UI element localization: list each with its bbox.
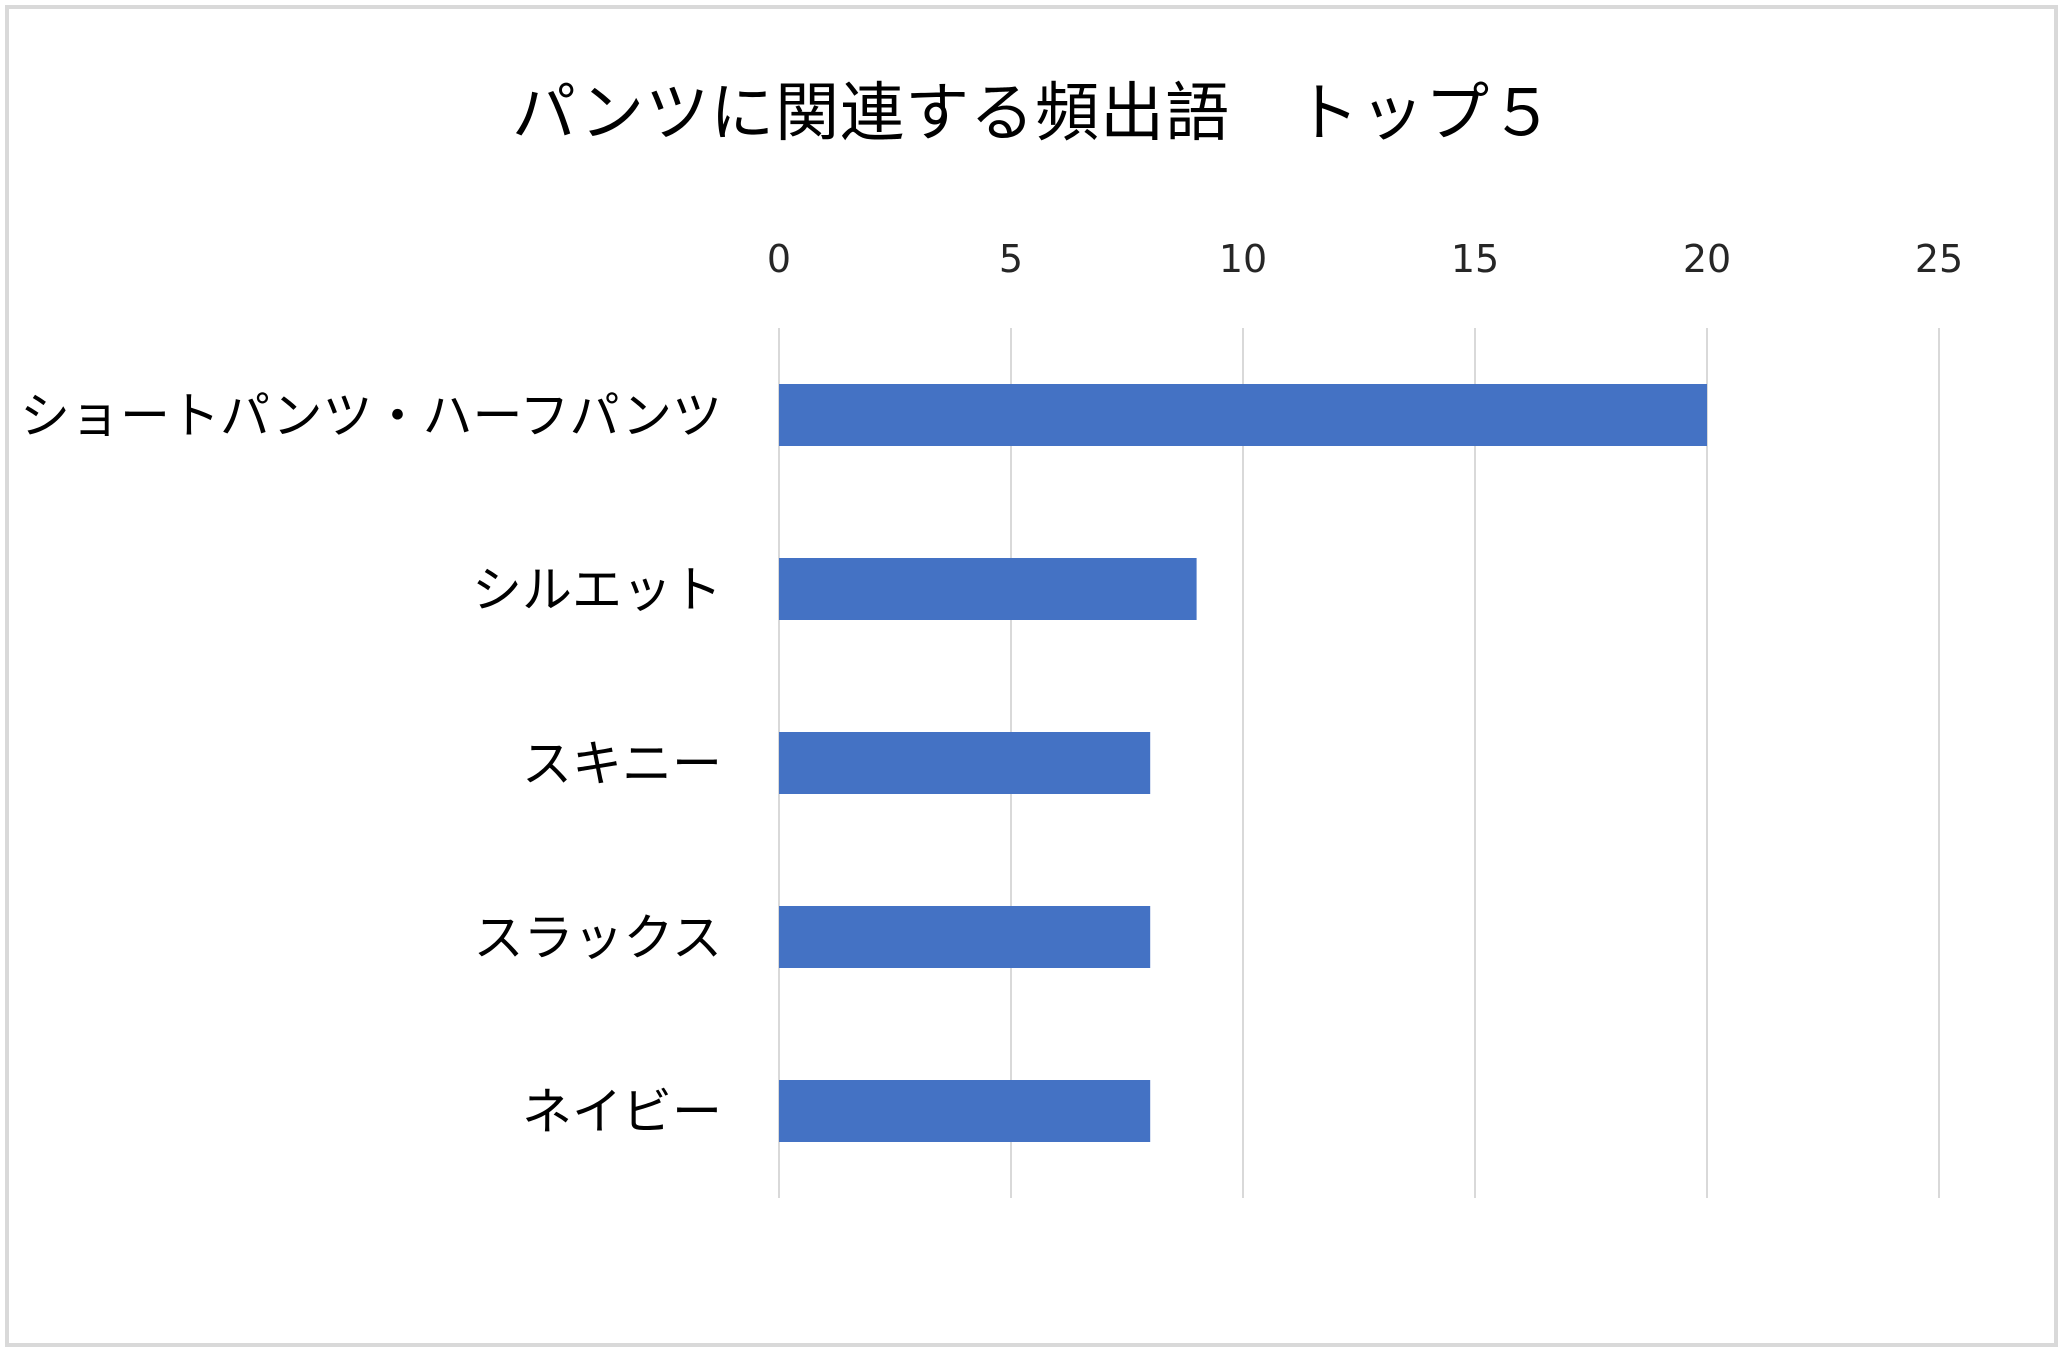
chart-title: パンツに関連する頻出語 トップ５	[511, 77, 1556, 151]
bars	[779, 384, 1707, 1142]
bar	[779, 1080, 1151, 1142]
category-label: スキニー	[522, 735, 722, 793]
x-tick-label: 15	[1451, 237, 1499, 281]
category-label: ネイビー	[522, 1083, 722, 1141]
x-tick-label: 25	[1915, 237, 1963, 281]
bar	[779, 732, 1151, 794]
category-label: スラックス	[474, 909, 723, 967]
x-tick-label: 5	[999, 237, 1023, 281]
x-tick-label: 0	[767, 237, 791, 281]
x-tick-label: 10	[1219, 237, 1267, 281]
x-axis-tick-labels: 0 5 10 15 20 25	[767, 237, 1963, 281]
category-label: シルエット	[472, 561, 722, 619]
category-label: ショートパンツ・ハーフパンツ	[20, 387, 722, 445]
bar	[779, 558, 1197, 620]
bar	[779, 906, 1151, 968]
x-tick-label: 20	[1683, 237, 1731, 281]
bar	[779, 384, 1707, 446]
